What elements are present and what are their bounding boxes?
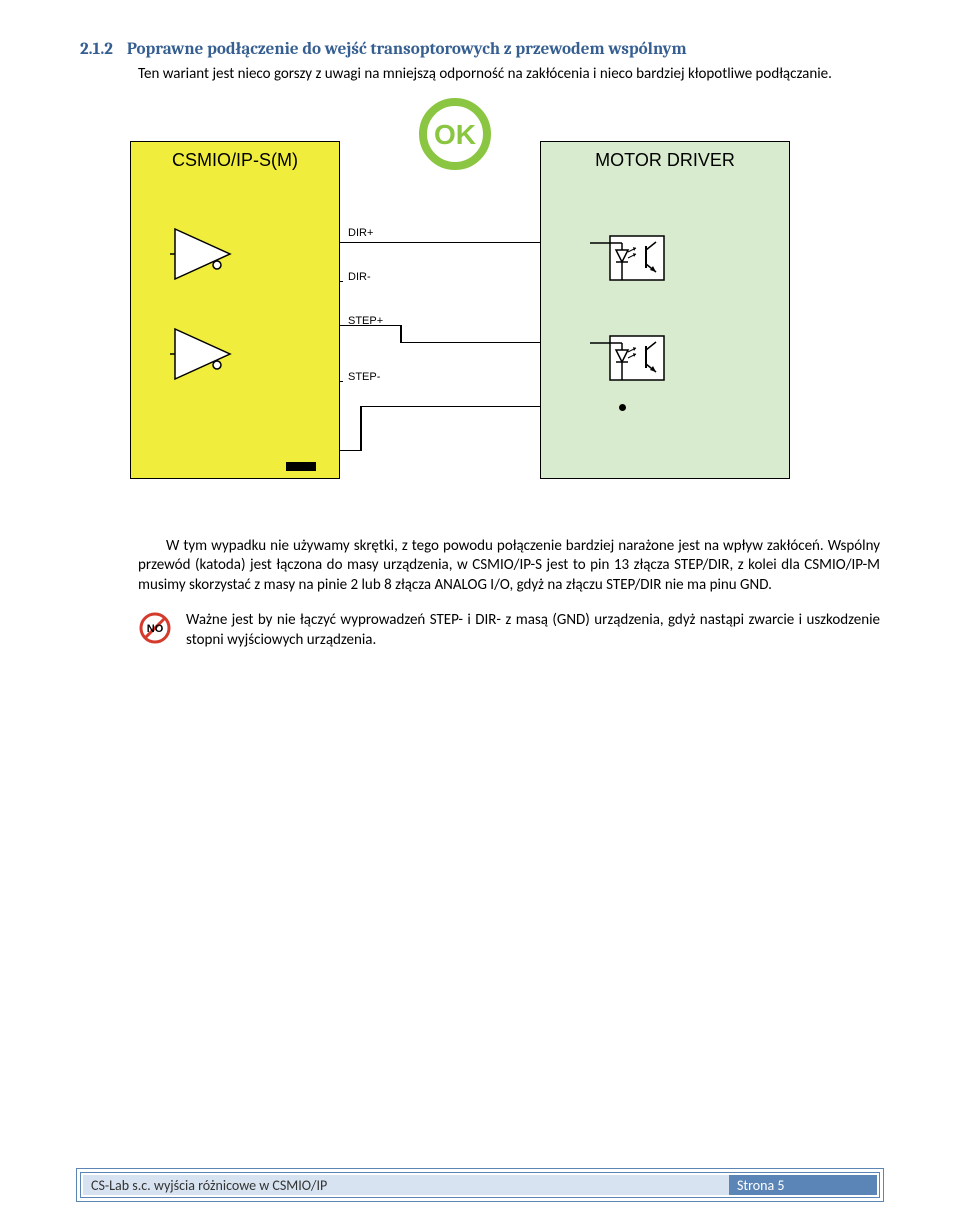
- section-title: Poprawne podłączenie do wejść transoptor…: [127, 40, 687, 59]
- paragraph-1: Ten wariant jest nieco gorszy z uwagi na…: [138, 65, 880, 85]
- footer-right: Strona 5: [729, 1173, 879, 1197]
- footer-left: CS-Lab s.c. wyjścia różnicowe w CSMIO/IP: [81, 1173, 729, 1197]
- step-optocoupler: [590, 334, 670, 389]
- paragraph-2: W tym wypadku nie używamy skrętki, z teg…: [138, 537, 880, 596]
- step-amplifier: [170, 324, 240, 389]
- dir-optocoupler: [590, 234, 670, 289]
- dir-amplifier: [170, 224, 240, 289]
- section-number: 2.1.2: [80, 40, 113, 59]
- csmio-box: CSMIO/IP-S(M): [130, 141, 340, 479]
- step-minus-label: STEP-: [348, 371, 380, 383]
- section-heading: 2.1.2 Poprawne podłączenie do wejść trans…: [80, 40, 880, 59]
- ok-badge: OK: [410, 89, 500, 179]
- csmio-label: CSMIO/IP-S(M): [131, 150, 339, 171]
- dir-plus-label: DIR+: [348, 227, 373, 239]
- motor-driver-label: MOTOR DRIVER: [541, 150, 789, 171]
- dir-minus-label: DIR-: [348, 271, 371, 283]
- page-footer: CS-Lab s.c. wyjścia różnicowe w CSMIO/IP…: [80, 1172, 880, 1198]
- no-text: NO: [147, 623, 164, 635]
- ok-text: OK: [434, 119, 476, 150]
- motor-driver-box: MOTOR DRIVER: [540, 141, 790, 479]
- wiring-diagram: OK CSMIO/IP-S(M) MOTOR DRIVER DIR+ DIR- …: [130, 99, 830, 519]
- warning-text: Ważne jest by nie łączyć wyprowadzeń STE…: [186, 611, 880, 650]
- no-badge: NO: [138, 611, 172, 650]
- warning-note: NO Ważne jest by nie łączyć wyprowadzeń …: [138, 611, 880, 650]
- step-plus-label: STEP+: [348, 315, 383, 327]
- ground-symbol: [286, 462, 316, 481]
